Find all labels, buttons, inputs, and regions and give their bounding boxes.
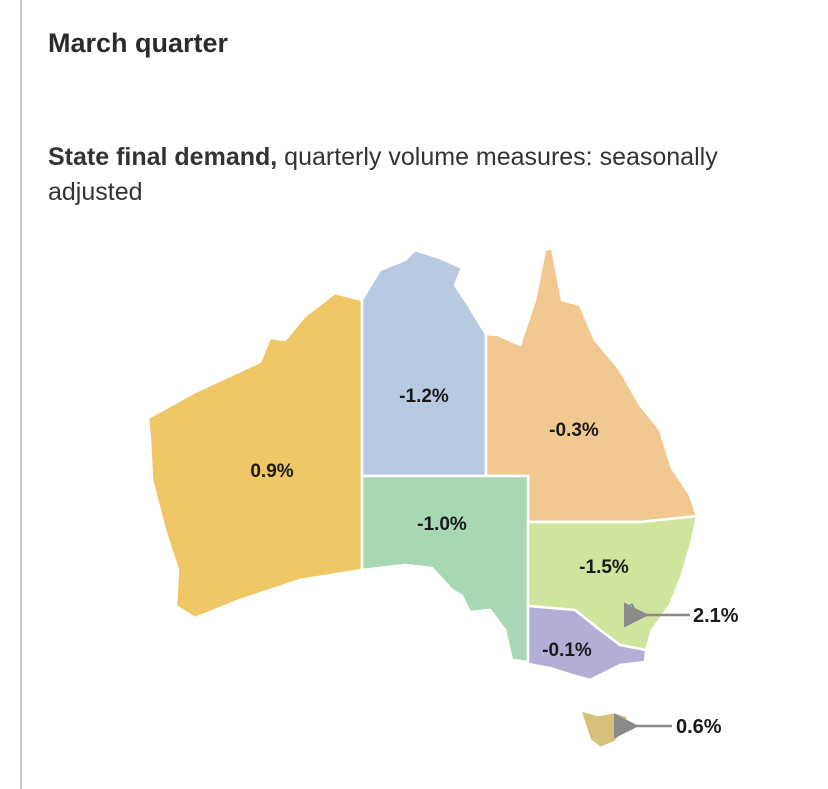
map-caption: State final demand, quarterly volume mea…: [48, 140, 748, 210]
region-nt: [360, 248, 488, 478]
caption-description: quarterly volume measures: seasonally ad…: [48, 143, 718, 206]
label-qld: -0.3%: [549, 420, 599, 441]
section-heading: March quarter: [48, 28, 229, 58]
region-vic: [526, 604, 648, 682]
label-sa: -1.0%: [417, 514, 467, 535]
label-nsw: -1.5%: [579, 557, 629, 578]
region-sa: [360, 474, 530, 664]
label-tas: 0.6%: [676, 716, 722, 738]
caption-measure: State final demand,: [48, 143, 278, 171]
region-wa: [146, 291, 364, 620]
label-wa: 0.9%: [250, 461, 293, 482]
region-tas: [578, 708, 630, 750]
label-nt: -1.2%: [399, 386, 449, 407]
label-act: 2.1%: [693, 605, 739, 627]
label-vic: -0.1%: [542, 640, 592, 661]
left-divider: [20, 0, 22, 789]
